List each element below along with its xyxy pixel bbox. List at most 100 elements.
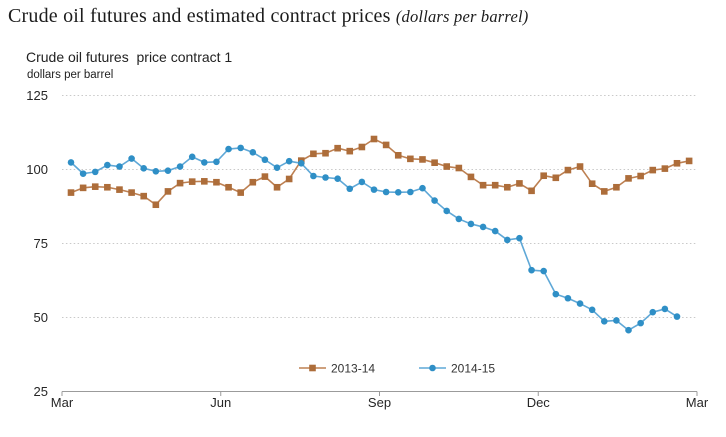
data-point-2013-14 — [528, 187, 535, 195]
data-point-2014-15 — [504, 236, 511, 244]
data-point-2014-15 — [419, 184, 426, 192]
data-point-2014-15 — [225, 145, 232, 153]
data-point-2013-14 — [382, 141, 390, 149]
data-point-2013-14 — [431, 159, 438, 166]
y-tick-label: 25 — [34, 384, 48, 399]
data-point-2014-15 — [285, 157, 293, 165]
data-point-2014-15 — [201, 159, 208, 166]
data-point-2014-15 — [394, 188, 402, 196]
data-point-2014-15 — [67, 159, 75, 166]
data-point-2013-14 — [237, 189, 244, 196]
data-point-2013-14 — [67, 189, 75, 196]
data-point-2013-14 — [249, 178, 257, 186]
data-point-2014-15 — [479, 223, 487, 231]
data-point-2014-15 — [661, 305, 669, 313]
data-point-2014-15 — [649, 308, 657, 316]
page-title: Crude oil futures and estimated contract… — [8, 5, 528, 28]
data-point-2013-14 — [576, 163, 584, 170]
data-point-2013-14 — [552, 174, 560, 182]
data-point-2014-15 — [407, 188, 414, 196]
y-tick-label: 100 — [26, 162, 48, 177]
data-point-2014-15 — [613, 317, 620, 324]
data-point-2013-14 — [625, 175, 632, 182]
page-title-unit-note: (dollars per barrel) — [395, 7, 529, 26]
page-title-text: Crude oil futures and estimated contract… — [8, 5, 391, 27]
x-tick-label: Mar — [51, 395, 74, 410]
y-tick-label: 125 — [26, 88, 48, 103]
data-point-2013-14 — [201, 178, 208, 185]
data-point-2014-15 — [152, 167, 160, 175]
data-point-2013-14 — [491, 181, 499, 189]
data-point-2014-15 — [310, 172, 317, 180]
data-point-2013-14 — [91, 183, 99, 190]
data-point-2013-14 — [188, 178, 196, 185]
x-tick-label: Jun — [210, 395, 231, 410]
data-point-2014-15 — [528, 266, 535, 274]
data-point-2013-14 — [140, 192, 148, 200]
data-point-2014-15 — [382, 188, 390, 196]
data-point-2014-15 — [552, 290, 560, 298]
data-point-2014-15 — [79, 170, 87, 177]
data-point-2013-14 — [334, 144, 341, 152]
data-point-2013-14 — [116, 186, 123, 193]
data-point-2013-14 — [564, 166, 572, 174]
data-point-2013-14 — [443, 163, 451, 170]
chart-unit-label: dollars per barrel — [27, 69, 114, 81]
data-point-2013-14 — [104, 183, 111, 191]
data-point-2013-14 — [164, 188, 172, 195]
data-point-2014-15 — [322, 174, 329, 181]
data-point-2014-15 — [467, 220, 475, 228]
data-point-2014-15 — [91, 168, 99, 176]
data-point-2014-15 — [576, 300, 584, 307]
data-point-2013-14 — [673, 159, 681, 167]
chart-subtitle: Crude oil futures price contract 1 — [26, 49, 233, 65]
data-point-2014-15 — [540, 267, 547, 275]
data-point-2013-14 — [176, 179, 184, 187]
data-point-2014-15 — [443, 207, 451, 215]
data-point-2013-14 — [516, 180, 523, 187]
data-point-2014-15 — [564, 294, 572, 302]
data-point-2014-15 — [431, 197, 438, 204]
data-point-2013-14 — [407, 155, 414, 163]
data-point-2014-15 — [249, 149, 257, 156]
data-point-2013-14 — [685, 157, 693, 165]
data-point-2013-14 — [637, 172, 644, 180]
data-point-2013-14 — [540, 172, 547, 180]
data-point-2013-14 — [455, 164, 463, 172]
legend-label-2013-14: 2013-14 — [331, 362, 375, 376]
data-point-2013-14 — [310, 150, 317, 158]
data-point-2013-14 — [661, 165, 669, 172]
data-point-2013-14 — [419, 156, 426, 163]
data-point-2014-15 — [104, 161, 111, 169]
data-point-2013-14 — [504, 183, 511, 191]
data-point-2013-14 — [649, 166, 657, 174]
data-point-2014-15 — [625, 326, 632, 334]
data-point-2013-14 — [225, 183, 232, 191]
data-point-2013-14 — [261, 173, 269, 180]
data-point-2014-15 — [237, 144, 244, 152]
data-point-2014-15 — [370, 186, 378, 193]
data-point-2014-15 — [128, 155, 135, 162]
data-point-2013-14 — [479, 181, 487, 189]
data-point-2014-15 — [188, 153, 196, 161]
data-point-2013-14 — [213, 178, 220, 186]
data-point-2014-15 — [600, 318, 608, 325]
data-point-2014-15 — [637, 319, 644, 327]
data-point-2013-14 — [394, 151, 402, 159]
data-point-2013-14 — [600, 188, 608, 195]
data-point-2013-14 — [370, 135, 378, 143]
x-tick-label: Sep — [368, 395, 391, 410]
data-point-2013-14 — [467, 173, 475, 181]
data-point-2014-15 — [334, 175, 341, 182]
data-point-2014-15 — [358, 178, 366, 186]
data-point-2014-15 — [140, 165, 148, 172]
data-point-2013-14 — [128, 189, 135, 196]
y-tick-label: 50 — [34, 310, 48, 325]
data-point-2013-14 — [613, 183, 620, 191]
data-point-2013-14 — [346, 147, 354, 155]
data-point-2014-15 — [297, 159, 305, 167]
data-point-2013-14 — [273, 183, 281, 191]
data-point-2014-15 — [429, 364, 436, 372]
